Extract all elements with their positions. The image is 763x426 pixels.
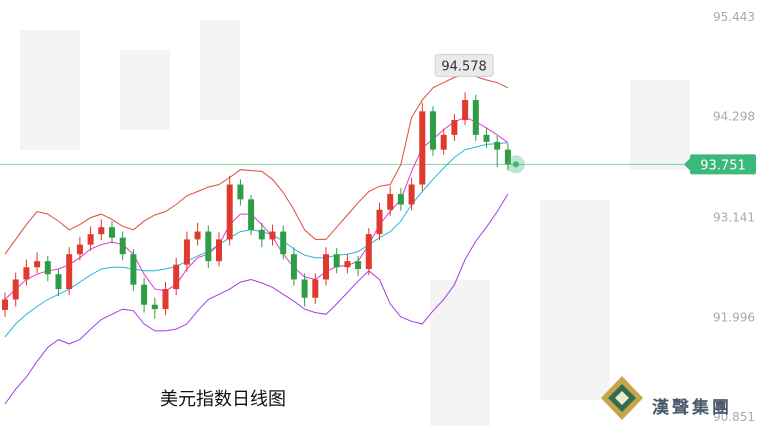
candle-body [216,239,222,262]
candle-body [290,254,297,280]
candle-body [408,184,415,205]
candle-body [333,254,340,268]
candle-body [194,231,201,240]
logo: 漢聲集團 [601,376,732,420]
candle-body [440,134,447,150]
candle-body [323,254,329,280]
candle-body [419,111,426,185]
candle-body [365,234,372,270]
candle-body [12,279,19,300]
candle-body [226,184,233,240]
brand: 漢聲集團 [652,397,732,418]
candle-body [397,194,404,205]
candle-body [451,120,458,135]
candle-body [301,279,308,298]
candle-body [98,227,105,235]
y-tick-label: 91.996 [713,310,755,324]
y-tick-label: 93.141 [713,211,755,225]
candle-body [34,261,41,268]
candle-body [87,234,94,245]
annotation-box [434,53,494,77]
candle-body [23,267,30,280]
overlay-line [4,193,509,405]
candle-body [269,231,276,240]
candle-body [494,141,501,150]
candle-body [280,231,287,255]
candle-body [173,264,180,290]
candle-body [483,134,490,142]
watermark [20,20,690,426]
plot-area: 95.443 94.298 93.141 91.996 90.851 94.578 93.7… [0,10,756,424]
y-tick-label: 90.851 [713,410,755,424]
candle-body [344,261,351,268]
candle-body [504,149,511,165]
candle-body [130,254,137,285]
candle-body [162,289,169,310]
y-tick-label: 95.443 [713,10,755,24]
candle-body [258,229,265,240]
candle-body [44,261,51,275]
max-annotation: 94.578 [441,59,487,74]
candle-body [183,239,190,265]
overlay-line [4,142,508,338]
overlay-line [4,74,509,255]
candle-body [66,254,73,290]
last-price-pointer [684,158,690,171]
candle-body [387,194,394,210]
candle-body [151,304,158,310]
chart-title: 美元指数日线图 [160,389,286,410]
candle-body [141,284,148,305]
candle-body [355,261,362,270]
candle-body [237,184,244,200]
candle-body [2,299,8,310]
last-price-dot [512,161,519,168]
candle-body [376,209,383,235]
candle-body [462,100,469,121]
candle-body [472,100,479,135]
candle-body [205,231,212,262]
candle-body [76,244,83,255]
last-price-box [690,154,756,175]
candle-body [430,111,436,150]
candle-body [55,274,62,290]
candle-body [312,279,319,298]
y-tick-label: 94.298 [713,110,755,124]
candle-body [119,237,126,255]
candle-body [109,227,115,238]
candle-body [248,199,255,230]
last-price-label: 93.751 [700,158,746,173]
